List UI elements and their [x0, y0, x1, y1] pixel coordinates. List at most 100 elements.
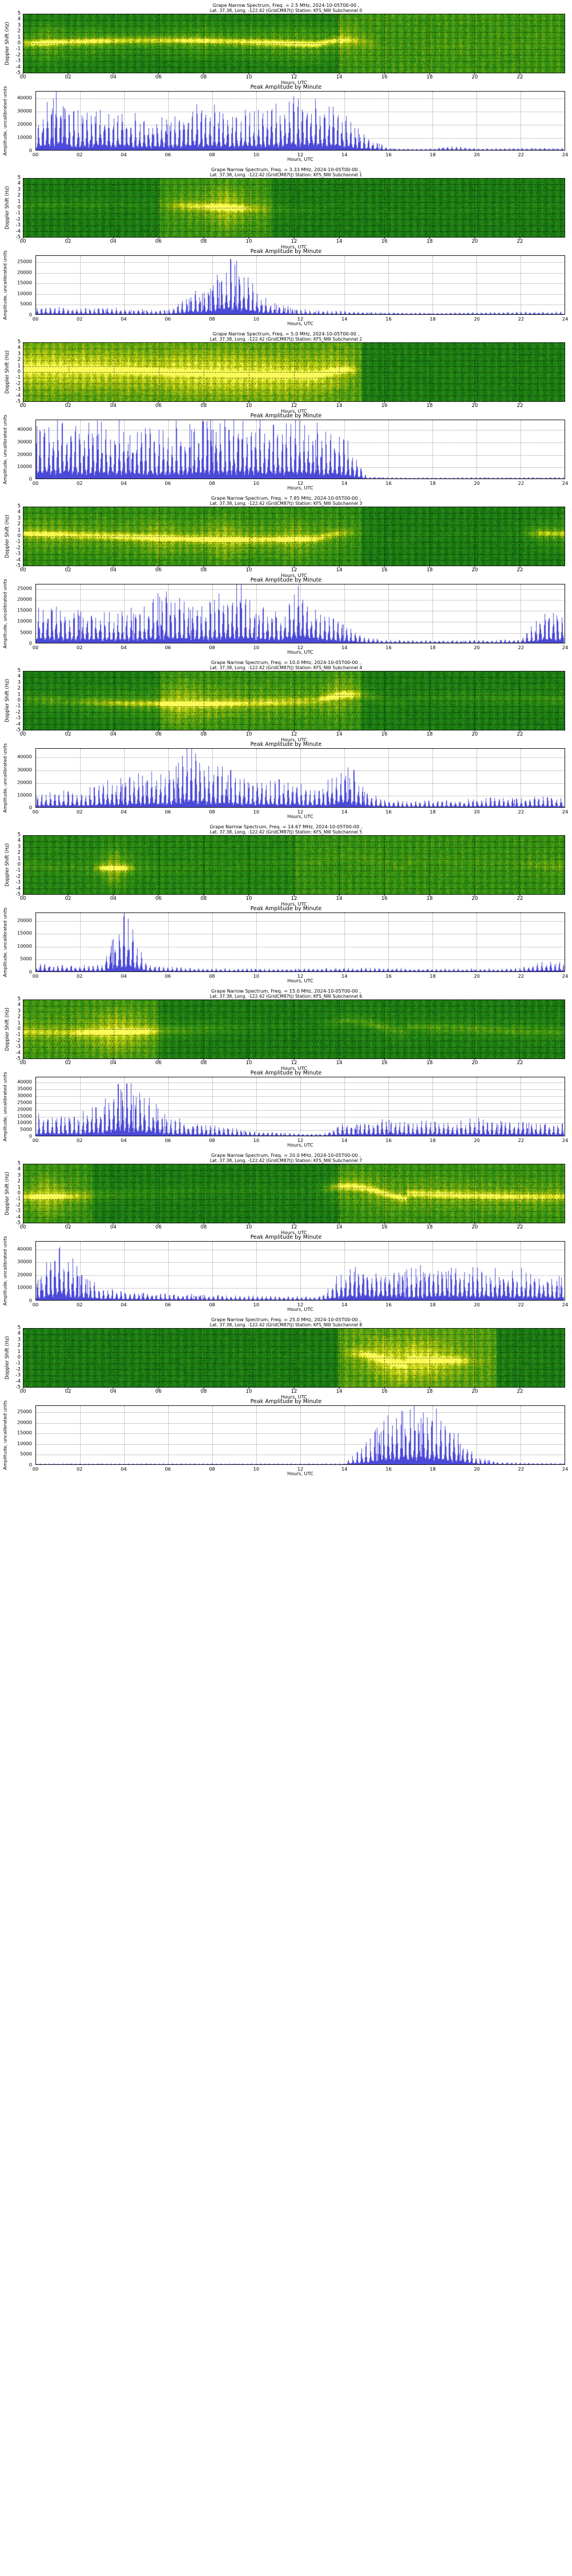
spectrogram-x-tick: 18 — [426, 239, 433, 244]
bar-chart-y-tick: 30000 — [17, 767, 32, 773]
bar-chart-y-axis-label-text: Amplitude, uncalibrated units — [2, 1236, 8, 1306]
spectrogram-title-block: Grape Narrow Spectrum, Freq. = 7.85 MHz,… — [0, 493, 572, 507]
spectrogram-title-line-1: Grape Narrow Spectrum, Freq. = 3.33 MHz,… — [211, 167, 361, 172]
spectrogram-y-ticks: 5 4 3 2 1 0 -1 -2 -3 -4 -5 — [10, 997, 22, 1061]
spectrogram-x-tickmark — [384, 566, 385, 568]
spectrogram-x-tick: 02 — [65, 732, 72, 737]
spectrogram-y-tick: 3 — [17, 187, 21, 193]
spectrogram-x-tick: 16 — [381, 732, 388, 737]
bar-chart-x-tick: 04 — [121, 973, 127, 979]
spectrogram-x-tickmark — [519, 238, 521, 239]
bar-chart-title-block: Peak Amplitude by Minute — [0, 574, 572, 584]
spectrogram-y-tick: -3 — [15, 715, 21, 721]
spectrogram-x-tick: 22 — [517, 896, 523, 902]
bar-chart-y-axis-label-text: Amplitude, uncalibrated units — [2, 86, 8, 156]
spectrogram-y-tick: 2 — [17, 521, 21, 527]
spectrogram-x-tick: 02 — [65, 567, 72, 573]
bar-chart-x-tick: 14 — [341, 1137, 348, 1143]
spectrogram-x-tick: 00 — [19, 896, 26, 902]
spectrogram-x-ticks: 00 02 04 06 08 10 12 14 16 18 20 22 — [20, 73, 565, 81]
bar-chart-x-tick: 16 — [386, 152, 392, 157]
bar-chart-x-tick: 12 — [297, 152, 304, 157]
bar-chart-title: Peak Amplitude by Minute — [250, 84, 322, 90]
spectrogram-y-tick: -5 — [15, 234, 21, 240]
bar-chart-plot-area — [35, 748, 565, 808]
spectrogram-x-tickmark — [158, 1388, 159, 1389]
bar-chart-plot-area — [35, 584, 565, 643]
spectrogram-x-tick: 04 — [110, 1389, 117, 1394]
bar-chart-y-tick: 40000 — [17, 1246, 32, 1252]
spectrogram-x-tickmark — [519, 895, 521, 896]
bar-chart-x-tick: 24 — [562, 645, 569, 650]
spectrogram-x-tickmark — [67, 73, 69, 75]
bar-chart-x-tick: 08 — [209, 1466, 215, 1472]
bar-chart-y-tick: 25000 — [17, 585, 32, 591]
panel-pair-subchannel-6: Grape Narrow Spectrum, Freq. = 15.0 MHz,… — [0, 986, 572, 1150]
spectrogram-x-tick: 12 — [291, 74, 297, 80]
bar-chart-x-tick: 02 — [76, 316, 83, 322]
spectrogram-x-tick: 00 — [19, 403, 26, 409]
bar-chart-bars — [36, 584, 565, 643]
spectrogram-x-tick: 06 — [155, 1389, 162, 1394]
bar-chart-x-tick: 14 — [341, 1302, 348, 1307]
spectrogram-x-tick: 16 — [381, 1389, 388, 1394]
spectrogram-x-tick: 20 — [471, 732, 478, 737]
spectrogram-image — [23, 179, 565, 237]
spectrogram-x-tick: 10 — [245, 74, 252, 80]
bar-chart-x-tick: 24 — [562, 1137, 569, 1143]
bar-chart-y-tick: 15000 — [17, 279, 32, 286]
spectrogram-x-tick: 08 — [200, 732, 207, 737]
spectrogram-y-tick: 1 — [17, 1349, 21, 1355]
spectrogram-block: Doppler Shift (Hz) 5 4 3 2 1 0 -1 -2 -3 -4 -5 00 02 04… — [0, 504, 572, 578]
spectrogram-x-tickmark — [67, 1388, 69, 1389]
spectrogram-x-tickmark — [67, 1223, 69, 1225]
spectrogram-y-tick: -1 — [15, 1032, 21, 1038]
bar-chart-x-tick: 24 — [562, 480, 569, 486]
bar-chart-x-tick: 20 — [474, 316, 480, 322]
spectrogram-y-tick: 3 — [17, 351, 21, 357]
spectrogram-y-tick: -5 — [15, 891, 21, 898]
spectrogram-y-tick: -1 — [15, 867, 21, 874]
spectrogram-x-tickmark — [67, 1059, 69, 1061]
spectrogram-x-tick: 14 — [336, 567, 343, 573]
spectrogram-x-tick: 06 — [155, 239, 162, 244]
spectrogram-y-tick: 2 — [17, 28, 21, 34]
spectrogram-x-tick: 08 — [200, 74, 207, 80]
spectrogram-y-tick: -5 — [15, 70, 21, 76]
bar-chart-x-tick: 24 — [562, 809, 569, 815]
spectrogram-x-axis-label: Hours, UTC — [281, 408, 307, 414]
spectrogram-title-line-2: Lat. 37.38, Long. -122.42 (GridCM87tj) S… — [209, 8, 363, 13]
bar-chart-x-tick: 18 — [430, 809, 436, 815]
bar-chart-plot-area — [35, 91, 565, 151]
spectrogram-y-tick: -5 — [15, 727, 21, 733]
spectrogram-title-line-1: Grape Narrow Spectrum, Freq. = 7.85 MHz,… — [211, 495, 361, 501]
spectrogram-x-tick: 12 — [291, 403, 297, 409]
bar-chart-y-tick: 30000 — [17, 438, 32, 445]
bar-chart-x-tick: 22 — [518, 1137, 525, 1143]
spectrogram-y-tick: 4 — [17, 1002, 21, 1008]
bar-chart-block: Amplitude, uncalibrated units 0 10000 20000… — [0, 414, 572, 493]
spectrogram-x-tick: 00 — [19, 239, 26, 244]
bar-chart-x-tick: 22 — [518, 480, 525, 486]
bar-chart-title-block: Peak Amplitude by Minute — [0, 903, 572, 912]
bar-chart-x-tick: 06 — [165, 480, 171, 486]
spectrogram-plot-area — [23, 671, 565, 730]
spectrogram-y-ticks: 5 4 3 2 1 0 -1 -2 -3 -4 -5 — [10, 668, 22, 733]
bar-chart-x-tick: 22 — [518, 645, 525, 650]
bar-chart-x-axis-label: Hours, UTC — [287, 485, 313, 491]
bar-chart-y-tick: 15000 — [17, 1429, 32, 1436]
bar-chart-y-tick: 15000 — [17, 607, 32, 613]
spectrogram-title-block: Grape Narrow Spectrum, Freq. = 10.0 MHz,… — [0, 657, 572, 671]
spectrogram-x-tick: 00 — [19, 1224, 26, 1230]
spectrogram-y-tick: 3 — [17, 844, 21, 850]
bar-chart-x-ticks: 00 02 04 06 08 10 12 14 16 18 20 22 24 — [33, 643, 569, 651]
bar-chart-x-tick: 22 — [518, 152, 525, 157]
spectrogram-block: Doppler Shift (Hz) 5 4 3 2 1 0 -1 -2 -3 -4 -5 00 02 04… — [0, 11, 572, 85]
bar-chart-x-tick: 22 — [518, 316, 525, 322]
spectrogram-y-tick: 4 — [17, 1166, 21, 1172]
spectrogram-title-block: Grape Narrow Spectrum, Freq. = 25.0 MHz,… — [0, 1314, 572, 1328]
bar-chart-y-ticks: 0 5000 10000 15000 20000 — [8, 912, 34, 974]
spectrogram-y-tick: 2 — [17, 850, 21, 856]
bar-chart-x-tick: 06 — [165, 973, 171, 979]
bar-chart-y-tick: 10000 — [17, 943, 32, 949]
